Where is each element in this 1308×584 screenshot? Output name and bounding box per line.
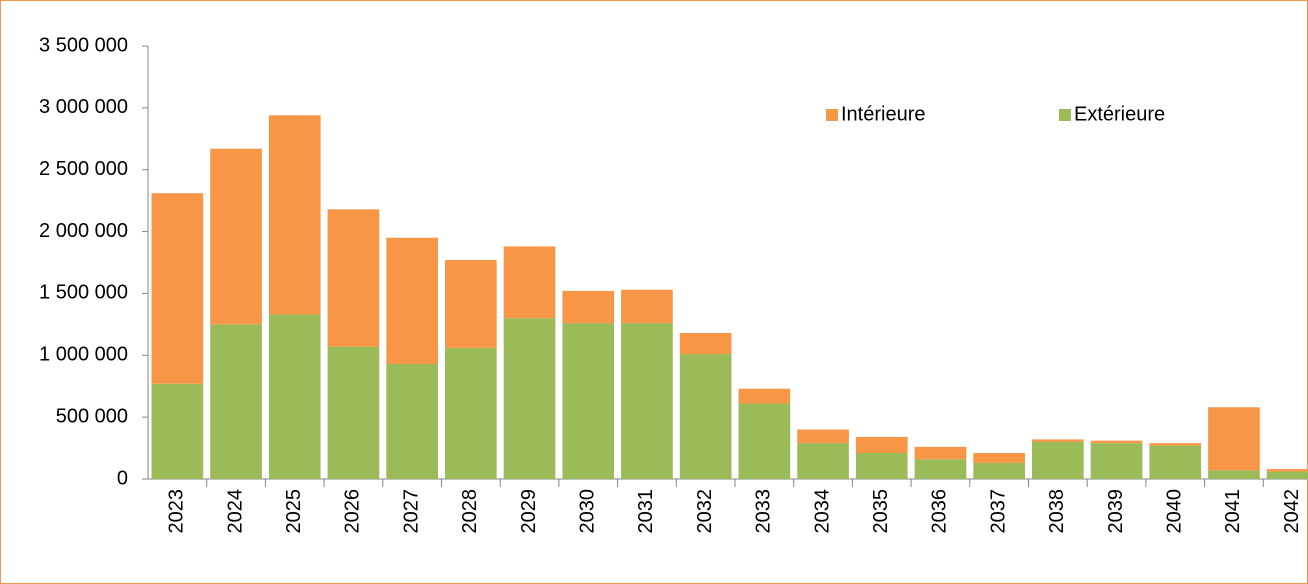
bar-segment [679,354,732,479]
x-tick-label: 2037 [987,489,1009,534]
bar-segment [738,388,791,404]
bar-segment [621,323,673,479]
bar-segment [797,443,849,479]
bar-segment [386,363,438,479]
bar-segment [503,318,556,479]
y-tick-label: 3 500 000 [39,34,128,56]
x-tick-label: 2029 [518,489,540,534]
bar-segment [1032,441,1084,479]
bar-segment [855,453,908,479]
bar-segment [503,246,556,319]
bar-segment [268,314,321,479]
x-tick-label: 2033 [753,489,775,534]
bar-segment [151,383,204,479]
bar-segment [151,193,204,384]
bar-segment [1208,470,1260,479]
bar-segment [1208,407,1260,471]
y-tick-label: 500 000 [56,405,128,427]
bar-segment [1032,439,1084,442]
x-tick-label: 2025 [283,489,305,534]
bar-segment [797,429,849,444]
bar-segment [327,209,380,347]
y-tick-label: 1 500 000 [39,282,128,304]
y-tick-label: 2 000 000 [39,220,128,242]
y-tick-label: 1 000 000 [39,344,128,366]
bar-segment [914,459,967,479]
bar-segment [1149,445,1202,479]
x-tick-label: 2031 [635,489,657,534]
legend-swatch [826,109,838,121]
x-tick-label: 2032 [694,489,716,534]
bar-segment [210,148,262,325]
bar-segment [1266,471,1308,479]
bar-segment [914,446,967,460]
bar-segment [1266,469,1308,472]
bar-segment [621,289,673,324]
bar-segment [445,260,497,348]
bar-segment [738,403,791,479]
bar-segment [1149,443,1202,446]
bar-segment [1090,440,1143,444]
x-tick-label: 2023 [166,489,188,534]
legend-label: Extérieure [1074,103,1165,125]
bar-segment [268,115,321,315]
x-tick-label: 2034 [811,489,833,534]
y-tick-label: 2 500 000 [39,158,128,180]
y-tick-label: 3 000 000 [39,96,128,118]
x-tick-label: 2041 [1222,489,1244,534]
bar-segment [562,290,615,324]
bar-segment [562,323,615,479]
bar-segment [327,346,380,479]
bar-segment [210,324,262,479]
x-tick-label: 2026 [342,489,364,534]
x-tick-label: 2042 [1281,489,1303,534]
bar-segment [386,237,438,364]
bar-segment [679,333,732,355]
x-tick-label: 2035 [870,489,892,534]
bar-segment [855,436,908,454]
x-tick-label: 2038 [1046,489,1068,534]
x-tick-label: 2039 [1105,489,1127,534]
bar-segment [973,453,1025,463]
x-tick-label: 2024 [224,489,246,534]
legend-label: Intérieure [841,103,926,125]
y-tick-label: 0 [117,467,128,489]
x-tick-label: 2030 [577,489,599,534]
legend-swatch [1059,109,1071,121]
bar-segment [973,462,1025,479]
x-tick-label: 2027 [400,489,422,534]
x-tick-label: 2028 [459,489,481,534]
bar-segment [1090,443,1143,479]
x-tick-label: 2040 [1164,489,1186,534]
bar-segment [445,347,497,479]
x-tick-label: 2036 [929,489,951,534]
